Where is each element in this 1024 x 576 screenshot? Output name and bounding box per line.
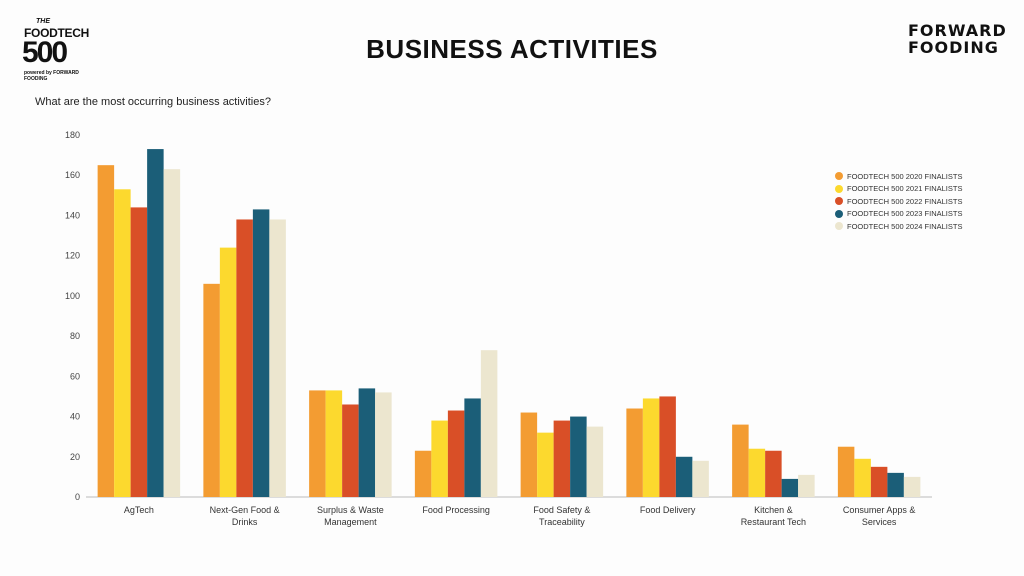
bar [854,458,871,497]
bar [520,412,538,497]
legend-label: FOODTECH 500 2022 FINALISTS [847,196,963,206]
bar [887,472,904,497]
x-tick-label: Consumer Apps & [843,505,916,515]
chart-question: What are the most occurring business act… [35,96,271,108]
bar [358,388,376,497]
bar [553,420,571,497]
bar [375,392,392,497]
chart-legend: FOODTECH 500 2020 FINALISTS FOODTECH 500 … [835,170,962,233]
logo-foodtech-text: FOODTECH [24,26,89,40]
bar [675,456,693,497]
logo-the-text: THE [36,18,50,25]
bar [798,474,815,497]
bar [765,450,782,497]
bar [431,420,448,497]
x-tick-label: Traceability [539,517,585,527]
x-tick-label: AgTech [124,505,154,515]
x-tick-label: Drinks [232,517,258,527]
bar [342,404,359,497]
bar [309,390,326,497]
legend-swatch [835,197,843,205]
x-tick-label: Food Safety & [533,505,590,515]
y-tick-label: 120 [65,251,80,261]
y-tick-label: 0 [75,492,80,502]
bar [203,283,220,497]
bar [480,350,498,497]
legend-swatch [835,172,843,180]
x-tick-label: Kitchen & [754,505,793,515]
y-tick-label: 160 [65,170,80,180]
bar [114,189,131,498]
bar [642,398,660,497]
bar [236,219,253,497]
legend-swatch [835,184,843,193]
legend-label: FOODTECH 500 2020 FINALISTS [847,171,963,181]
legend-item: FOODTECH 500 2023 FINALISTS [835,208,962,220]
x-tick-label: Food Delivery [640,505,696,515]
x-tick-label: Next-Gen Food & [210,505,280,515]
y-tick-label: 20 [70,452,80,462]
bar [147,149,164,498]
bar [219,247,237,497]
x-tick-label: Services [862,517,897,527]
bar [570,416,587,497]
bar [163,169,181,497]
forward-fooding-logo: FORWARD FOODING [908,22,1008,56]
logo-500-text: 500 [22,36,68,69]
legend-item: FOODTECH 500 2022 FINALISTS [835,195,962,207]
x-tick-label: Management [324,517,377,527]
bar [692,460,709,497]
bar [781,478,799,497]
bar [325,390,343,497]
bar [837,446,855,497]
x-tick-label: Restaurant Tech [741,517,806,527]
legend-item: FOODTECH 500 2021 FINALISTS [835,183,962,195]
x-tick-label: Food Processing [422,505,490,515]
bar [626,408,643,497]
x-tick-label: Surplus & Waste [317,505,384,515]
legend-label: FOODTECH 500 2024 FINALISTS [847,221,963,231]
y-tick-label: 140 [65,210,80,220]
bar [130,207,148,497]
legend-swatch [835,222,843,230]
bar [903,476,921,497]
legend-label: FOODTECH 500 2021 FINALISTS [847,184,963,193]
y-tick-label: 100 [65,291,80,301]
logo-line-2: FOODING [908,38,999,57]
page-title: BUSINESS ACTIVITIES [366,34,658,64]
y-tick-label: 80 [70,331,80,341]
y-tick-label: 180 [65,130,80,140]
bar [269,219,286,497]
bar [447,410,465,497]
legend-item: FOODTECH 500 2020 FINALISTS [835,170,962,182]
bar [732,424,749,497]
bar [97,165,115,497]
legend-label: FOODTECH 500 2023 FINALISTS [847,209,963,218]
y-tick-label: 40 [70,412,80,422]
foodtech-500-logo: THE FOODTECH 500 powered by FORWARD FOOD… [22,18,89,82]
bar [252,209,270,497]
bar [870,466,888,497]
y-tick-label: 60 [70,371,80,381]
bar [537,432,554,497]
legend-swatch [835,209,843,218]
legend-item: FOODTECH 500 2024 FINALISTS [835,220,962,232]
bar [464,398,481,497]
bar [659,396,676,497]
bar [586,426,604,497]
logo-line-1: FORWARD [908,21,1007,40]
logo-powered-by-text: powered by FORWARD FOODING [24,70,79,82]
bar [414,450,432,497]
bar [748,448,766,497]
